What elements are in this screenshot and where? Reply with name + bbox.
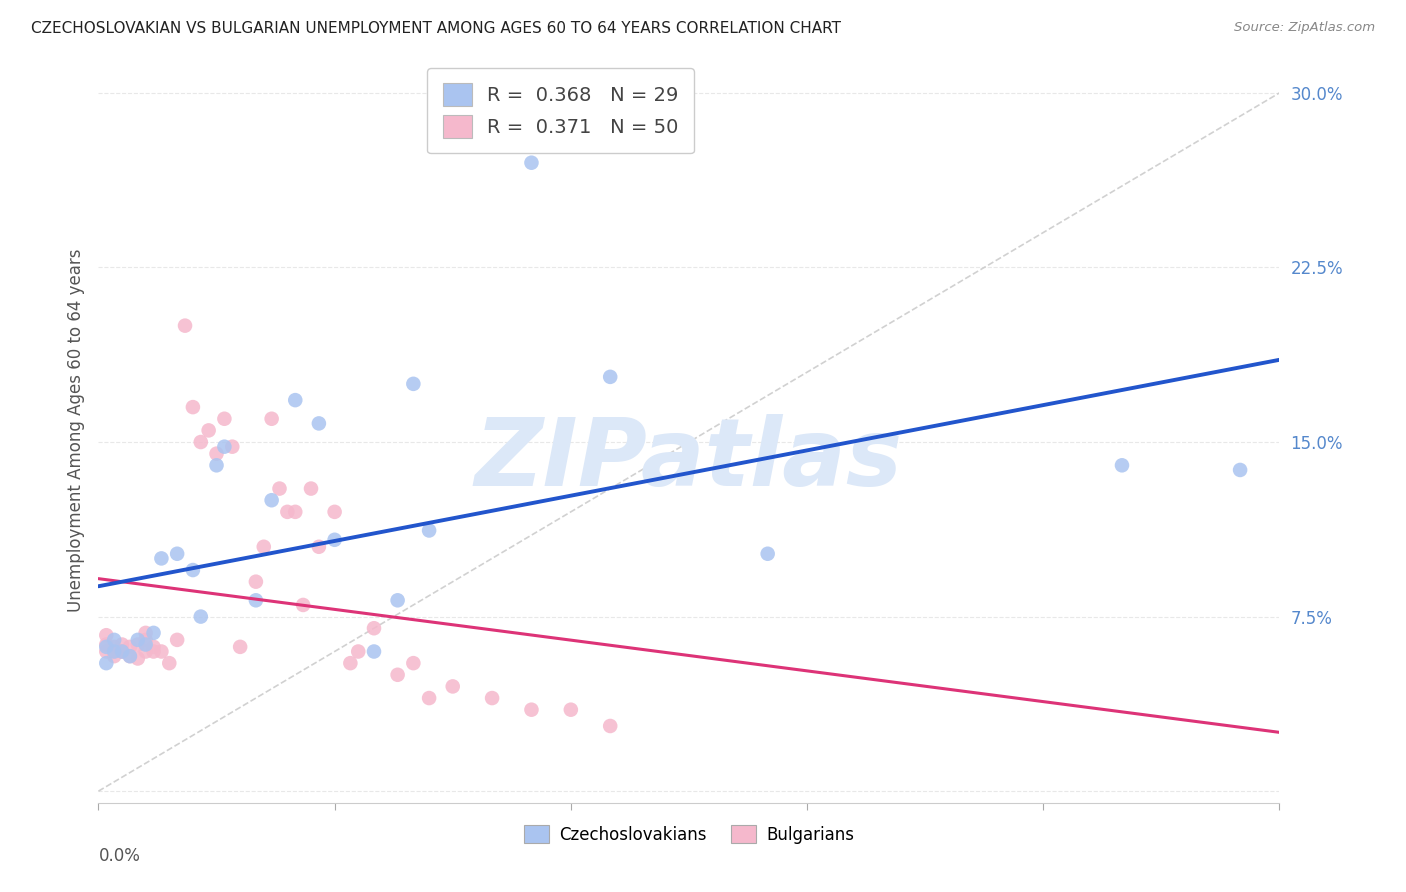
Point bbox=[127, 651, 149, 665]
Point bbox=[103, 644, 125, 658]
Point bbox=[308, 417, 330, 431]
Point bbox=[103, 632, 125, 647]
Point bbox=[111, 644, 134, 658]
Point bbox=[260, 411, 283, 425]
Point bbox=[363, 621, 385, 635]
Point bbox=[387, 667, 409, 681]
Point bbox=[229, 640, 252, 654]
Point bbox=[1229, 463, 1251, 477]
Point bbox=[103, 640, 125, 654]
Point bbox=[166, 547, 188, 561]
Point bbox=[1111, 458, 1133, 473]
Point bbox=[599, 719, 621, 733]
Point bbox=[214, 411, 236, 425]
Point bbox=[181, 563, 204, 577]
Point bbox=[96, 628, 118, 642]
Point bbox=[174, 318, 197, 333]
Point bbox=[127, 638, 149, 652]
Point bbox=[166, 632, 188, 647]
Point bbox=[181, 400, 204, 414]
Point bbox=[323, 505, 346, 519]
Point bbox=[245, 593, 267, 607]
Point bbox=[103, 644, 125, 658]
Point bbox=[323, 533, 346, 547]
Point bbox=[221, 440, 243, 454]
Point bbox=[142, 640, 165, 654]
Point bbox=[387, 593, 409, 607]
Point bbox=[214, 440, 236, 454]
Point bbox=[402, 656, 425, 670]
Point bbox=[96, 640, 118, 654]
Point bbox=[339, 656, 361, 670]
Point bbox=[118, 649, 141, 664]
Point bbox=[205, 447, 228, 461]
Point bbox=[481, 691, 503, 706]
Text: CZECHOSLOVAKIAN VS BULGARIAN UNEMPLOYMENT AMONG AGES 60 TO 64 YEARS CORRELATION : CZECHOSLOVAKIAN VS BULGARIAN UNEMPLOYMEN… bbox=[31, 21, 841, 36]
Point bbox=[197, 423, 219, 437]
Point bbox=[157, 656, 180, 670]
Point bbox=[756, 547, 779, 561]
Point bbox=[190, 435, 212, 450]
Point bbox=[103, 649, 125, 664]
Point bbox=[418, 691, 440, 706]
Text: Source: ZipAtlas.com: Source: ZipAtlas.com bbox=[1234, 21, 1375, 34]
Point bbox=[127, 632, 149, 647]
Point bbox=[308, 540, 330, 554]
Point bbox=[269, 482, 291, 496]
Point bbox=[520, 155, 543, 169]
Point bbox=[142, 626, 165, 640]
Point bbox=[418, 524, 440, 538]
Point bbox=[599, 369, 621, 384]
Point bbox=[276, 505, 298, 519]
Point bbox=[441, 680, 464, 694]
Point bbox=[205, 458, 228, 473]
Point bbox=[363, 644, 385, 658]
Point bbox=[299, 482, 322, 496]
Point bbox=[347, 644, 370, 658]
Point bbox=[284, 505, 307, 519]
Point bbox=[111, 638, 134, 652]
Point bbox=[135, 644, 157, 658]
Point bbox=[118, 649, 141, 664]
Legend: Czechoslovakians, Bulgarians: Czechoslovakians, Bulgarians bbox=[517, 819, 860, 850]
Point bbox=[190, 609, 212, 624]
Point bbox=[253, 540, 276, 554]
Text: 0.0%: 0.0% bbox=[98, 847, 141, 865]
Point bbox=[111, 644, 134, 658]
Point bbox=[560, 703, 582, 717]
Point bbox=[118, 640, 141, 654]
Point bbox=[402, 376, 425, 391]
Point bbox=[150, 644, 173, 658]
Point bbox=[142, 644, 165, 658]
Point bbox=[135, 638, 157, 652]
Point bbox=[135, 626, 157, 640]
Point bbox=[150, 551, 173, 566]
Point bbox=[260, 493, 283, 508]
Point bbox=[135, 632, 157, 647]
Point bbox=[96, 656, 118, 670]
Point bbox=[96, 638, 118, 652]
Text: ZIPatlas: ZIPatlas bbox=[475, 414, 903, 506]
Point bbox=[520, 703, 543, 717]
Point bbox=[96, 644, 118, 658]
Point bbox=[292, 598, 315, 612]
Point bbox=[284, 393, 307, 408]
Point bbox=[245, 574, 267, 589]
Y-axis label: Unemployment Among Ages 60 to 64 years: Unemployment Among Ages 60 to 64 years bbox=[66, 249, 84, 612]
Point bbox=[111, 644, 134, 658]
